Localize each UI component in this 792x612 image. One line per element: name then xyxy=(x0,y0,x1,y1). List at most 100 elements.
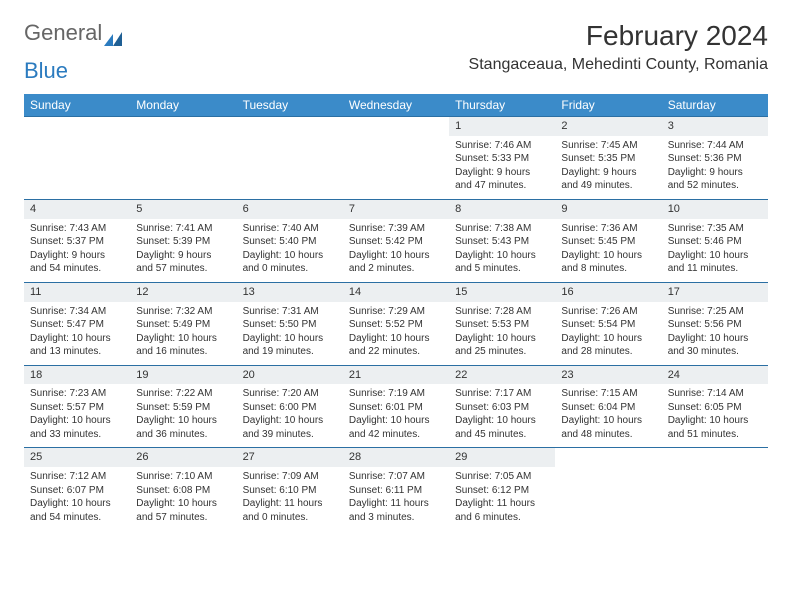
sunrise-text: Sunrise: 7:40 AM xyxy=(243,222,337,236)
day-body: Sunrise: 7:20 AMSunset: 6:00 PMDaylight:… xyxy=(237,384,343,447)
sunset-text: Sunset: 6:01 PM xyxy=(349,401,443,415)
location: Stangaceaua, Mehedinti County, Romania xyxy=(469,56,768,74)
weekday-header: Sunday xyxy=(24,94,130,117)
sunset-text: Sunset: 5:56 PM xyxy=(668,318,762,332)
sunset-text: Sunset: 6:03 PM xyxy=(455,401,549,415)
day-body: Sunrise: 7:10 AMSunset: 6:08 PMDaylight:… xyxy=(130,467,236,530)
day-number: 13 xyxy=(237,283,343,302)
day-number: 20 xyxy=(237,366,343,385)
day-number: 26 xyxy=(130,448,236,467)
day-number: 21 xyxy=(343,366,449,385)
day-body: Sunrise: 7:22 AMSunset: 5:59 PMDaylight:… xyxy=(130,384,236,447)
sunrise-text: Sunrise: 7:19 AM xyxy=(349,387,443,401)
day-number: 29 xyxy=(449,448,555,467)
calendar-day-cell: 19Sunrise: 7:22 AMSunset: 5:59 PMDayligh… xyxy=(130,365,236,448)
calendar-day-cell: 7Sunrise: 7:39 AMSunset: 5:42 PMDaylight… xyxy=(343,199,449,282)
daylight-text: Daylight: 10 hours and 8 minutes. xyxy=(561,249,655,276)
sunrise-text: Sunrise: 7:25 AM xyxy=(668,305,762,319)
sunrise-text: Sunrise: 7:14 AM xyxy=(668,387,762,401)
calendar-day-cell: 3Sunrise: 7:44 AMSunset: 5:36 PMDaylight… xyxy=(662,117,768,200)
sunset-text: Sunset: 5:57 PM xyxy=(30,401,124,415)
calendar-day-cell xyxy=(237,117,343,200)
day-number: 1 xyxy=(449,117,555,136)
weekday-header: Thursday xyxy=(449,94,555,117)
day-body: Sunrise: 7:38 AMSunset: 5:43 PMDaylight:… xyxy=(449,219,555,282)
day-body: Sunrise: 7:29 AMSunset: 5:52 PMDaylight:… xyxy=(343,302,449,365)
day-body: Sunrise: 7:23 AMSunset: 5:57 PMDaylight:… xyxy=(24,384,130,447)
daylight-text: Daylight: 9 hours and 49 minutes. xyxy=(561,166,655,193)
sunrise-text: Sunrise: 7:41 AM xyxy=(136,222,230,236)
day-number: 9 xyxy=(555,200,661,219)
sunrise-text: Sunrise: 7:28 AM xyxy=(455,305,549,319)
logo: General xyxy=(24,20,122,46)
sunset-text: Sunset: 6:12 PM xyxy=(455,484,549,498)
daylight-text: Daylight: 10 hours and 39 minutes. xyxy=(243,414,337,441)
calendar-day-cell: 16Sunrise: 7:26 AMSunset: 5:54 PMDayligh… xyxy=(555,282,661,365)
sunset-text: Sunset: 5:36 PM xyxy=(668,152,762,166)
day-body: Sunrise: 7:43 AMSunset: 5:37 PMDaylight:… xyxy=(24,219,130,282)
sunset-text: Sunset: 5:50 PM xyxy=(243,318,337,332)
sunrise-text: Sunrise: 7:44 AM xyxy=(668,139,762,153)
day-body: Sunrise: 7:09 AMSunset: 6:10 PMDaylight:… xyxy=(237,467,343,530)
daylight-text: Daylight: 10 hours and 51 minutes. xyxy=(668,414,762,441)
day-number: 15 xyxy=(449,283,555,302)
calendar-day-cell: 20Sunrise: 7:20 AMSunset: 6:00 PMDayligh… xyxy=(237,365,343,448)
sunset-text: Sunset: 5:39 PM xyxy=(136,235,230,249)
daylight-text: Daylight: 10 hours and 25 minutes. xyxy=(455,332,549,359)
day-number: 4 xyxy=(24,200,130,219)
day-number: 17 xyxy=(662,283,768,302)
calendar-table: Sunday Monday Tuesday Wednesday Thursday… xyxy=(24,94,768,530)
calendar-day-cell: 17Sunrise: 7:25 AMSunset: 5:56 PMDayligh… xyxy=(662,282,768,365)
sunrise-text: Sunrise: 7:32 AM xyxy=(136,305,230,319)
logo-text-blue: Blue xyxy=(24,58,68,84)
day-body: Sunrise: 7:26 AMSunset: 5:54 PMDaylight:… xyxy=(555,302,661,365)
sunset-text: Sunset: 6:05 PM xyxy=(668,401,762,415)
day-body: Sunrise: 7:12 AMSunset: 6:07 PMDaylight:… xyxy=(24,467,130,530)
daylight-text: Daylight: 10 hours and 16 minutes. xyxy=(136,332,230,359)
daylight-text: Daylight: 10 hours and 48 minutes. xyxy=(561,414,655,441)
month-title: February 2024 xyxy=(469,20,768,52)
calendar-day-cell: 10 Sunrise: 7:35 AMSunset: 5:46 PMDayligh… xyxy=(662,199,768,282)
day-body: Sunrise: 7:17 AMSunset: 6:03 PMDaylight:… xyxy=(449,384,555,447)
sunrise-text: Sunrise: 7:31 AM xyxy=(243,305,337,319)
sunset-text: Sunset: 5:46 PM xyxy=(668,235,762,249)
day-number: 23 xyxy=(555,366,661,385)
calendar-week-row: 18Sunrise: 7:23 AMSunset: 5:57 PMDayligh… xyxy=(24,365,768,448)
weekday-header: Saturday xyxy=(662,94,768,117)
daylight-text: Daylight: 11 hours and 6 minutes. xyxy=(455,497,549,524)
sunrise-text: Sunrise: 7:05 AM xyxy=(455,470,549,484)
day-number: 16 xyxy=(555,283,661,302)
calendar-header-row: Sunday Monday Tuesday Wednesday Thursday… xyxy=(24,94,768,117)
daylight-text: Daylight: 9 hours and 54 minutes. xyxy=(30,249,124,276)
calendar-day-cell xyxy=(343,117,449,200)
sunset-text: Sunset: 6:08 PM xyxy=(136,484,230,498)
sunrise-text: Sunrise: 7:39 AM xyxy=(349,222,443,236)
daylight-text: Daylight: 10 hours and 57 minutes. xyxy=(136,497,230,524)
sunrise-text: Sunrise: 7:20 AM xyxy=(243,387,337,401)
daylight-text: Daylight: 10 hours and 42 minutes. xyxy=(349,414,443,441)
calendar-day-cell: 13Sunrise: 7:31 AMSunset: 5:50 PMDayligh… xyxy=(237,282,343,365)
sunrise-text: Sunrise: 7:17 AM xyxy=(455,387,549,401)
calendar-day-cell: 4Sunrise: 7:43 AMSunset: 5:37 PMDaylight… xyxy=(24,199,130,282)
day-body: Sunrise: 7:19 AMSunset: 6:01 PMDaylight:… xyxy=(343,384,449,447)
daylight-text: Daylight: 10 hours and 5 minutes. xyxy=(455,249,549,276)
sunset-text: Sunset: 6:00 PM xyxy=(243,401,337,415)
calendar-day-cell xyxy=(555,448,661,530)
calendar-day-cell: 12Sunrise: 7:32 AMSunset: 5:49 PMDayligh… xyxy=(130,282,236,365)
sunrise-text: Sunrise: 7:35 AM xyxy=(668,222,762,236)
day-body: Sunrise: 7:45 AMSunset: 5:35 PMDaylight:… xyxy=(555,136,661,199)
sunset-text: Sunset: 6:04 PM xyxy=(561,401,655,415)
calendar-day-cell: 21Sunrise: 7:19 AMSunset: 6:01 PMDayligh… xyxy=(343,365,449,448)
calendar-day-cell xyxy=(662,448,768,530)
daylight-text: Daylight: 10 hours and 22 minutes. xyxy=(349,332,443,359)
daylight-text: Daylight: 10 hours and 36 minutes. xyxy=(136,414,230,441)
calendar-body: 1Sunrise: 7:46 AMSunset: 5:33 PMDaylight… xyxy=(24,117,768,531)
sunrise-text: Sunrise: 7:38 AM xyxy=(455,222,549,236)
calendar-week-row: 25Sunrise: 7:12 AMSunset: 6:07 PMDayligh… xyxy=(24,448,768,530)
day-number: 10 xyxy=(662,200,768,219)
day-number: 22 xyxy=(449,366,555,385)
calendar-week-row: 4Sunrise: 7:43 AMSunset: 5:37 PMDaylight… xyxy=(24,199,768,282)
sunset-text: Sunset: 6:11 PM xyxy=(349,484,443,498)
daylight-text: Daylight: 10 hours and 11 minutes. xyxy=(668,249,762,276)
calendar-day-cell: 27Sunrise: 7:09 AMSunset: 6:10 PMDayligh… xyxy=(237,448,343,530)
